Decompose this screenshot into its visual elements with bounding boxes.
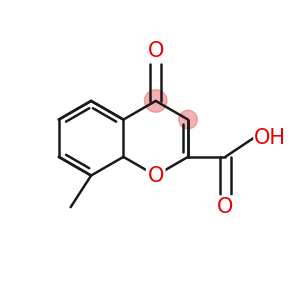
Text: O: O: [217, 197, 233, 217]
Circle shape: [179, 110, 197, 129]
Text: OH: OH: [254, 128, 286, 148]
Text: O: O: [148, 41, 164, 61]
Circle shape: [144, 90, 167, 112]
Text: O: O: [148, 167, 164, 187]
